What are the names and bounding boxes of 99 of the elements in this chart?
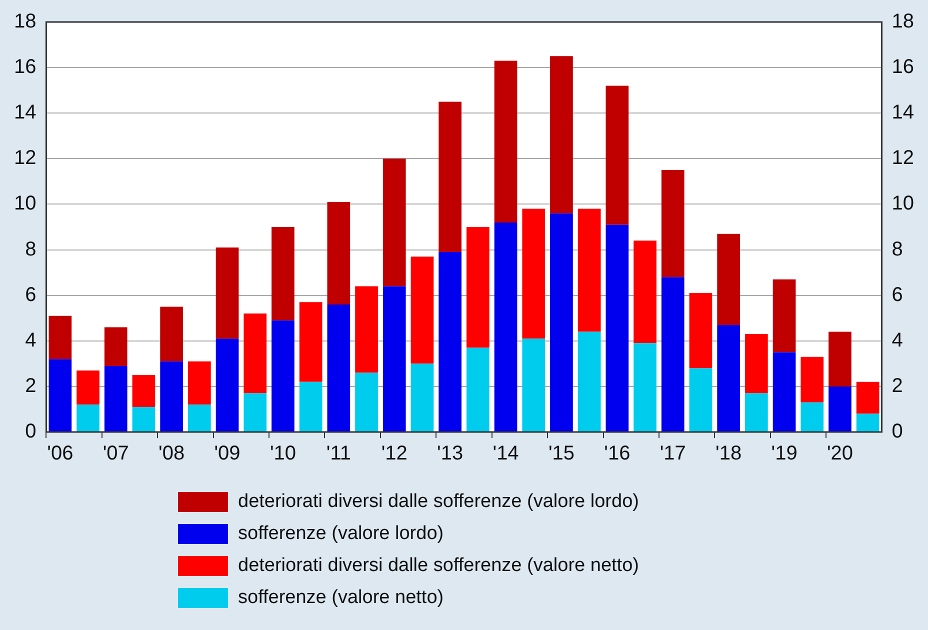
y-tick-label: 16 (14, 56, 36, 78)
y-tick-label: 0 (25, 420, 36, 443)
bar (800, 402, 824, 432)
y2-tick-label: 10 (892, 192, 914, 215)
bar (327, 304, 350, 432)
x-tick-label: '18 (716, 442, 742, 465)
bar (104, 366, 128, 432)
bar (216, 338, 239, 432)
x-tick-label: '07 (102, 442, 129, 465)
x-tick-label: '08 (158, 442, 185, 465)
bar (438, 102, 462, 252)
bar (661, 277, 684, 432)
bar (104, 327, 128, 366)
bar (689, 368, 712, 432)
legend-label: sofferenze (valore netto) (238, 587, 444, 609)
bar (355, 372, 378, 432)
bar (355, 286, 378, 373)
y-tick-label: 10 (14, 192, 36, 215)
x-tick-label: '15 (548, 442, 575, 465)
bar (745, 334, 768, 394)
bar (382, 286, 406, 432)
bar (578, 332, 601, 432)
bar (76, 370, 100, 405)
y2-tick-label: 6 (892, 284, 903, 306)
bar (772, 279, 796, 352)
bar (772, 352, 796, 432)
bar (689, 293, 712, 368)
bar (634, 240, 656, 344)
x-tick-label: '06 (47, 442, 74, 465)
bar (299, 382, 322, 432)
x-tick-label: '09 (214, 442, 240, 465)
y-tick-label: 2 (25, 374, 36, 397)
bar (828, 332, 852, 386)
bar (272, 320, 294, 432)
bar (828, 386, 852, 432)
y2-tick-label: 12 (892, 147, 914, 170)
bar (382, 158, 406, 286)
y-tick-label: 14 (14, 102, 36, 124)
bar (606, 224, 629, 432)
bar (188, 404, 211, 432)
bar (244, 314, 267, 394)
bar (522, 338, 546, 432)
bar (494, 222, 518, 432)
x-tick-label: '16 (604, 442, 630, 465)
bar (550, 56, 573, 214)
x-tick-label: '13 (437, 442, 464, 465)
y-tick-label: 8 (25, 238, 36, 260)
x-tick-label: '14 (492, 442, 519, 465)
bar (606, 86, 629, 225)
bar (272, 227, 294, 320)
bar (717, 234, 740, 325)
bar (160, 306, 183, 362)
bar (494, 60, 518, 222)
bar (327, 202, 350, 304)
x-tick-label: '19 (771, 442, 798, 465)
bar (48, 316, 72, 360)
bar (188, 361, 211, 405)
x-tick-label: '20 (826, 442, 854, 465)
y-tick-label: 18 (14, 10, 36, 33)
y-tick-label: 4 (25, 329, 36, 352)
y2-tick-label: 18 (892, 10, 914, 33)
x-tick-label: '12 (381, 442, 408, 465)
bar (578, 208, 601, 332)
bar (661, 170, 684, 278)
legend-label: deteriorati diversi dalle sofferenze (valore lordo) (238, 491, 639, 513)
y2-tick-label: 4 (892, 329, 903, 352)
bar (410, 364, 434, 432)
bar (717, 324, 740, 432)
y-tick-label: 6 (25, 284, 36, 306)
bar (466, 227, 490, 348)
y2-tick-label: 14 (892, 102, 914, 124)
bar (244, 393, 267, 432)
y2-tick-label: 2 (892, 374, 903, 397)
bar (48, 359, 72, 432)
y2-tick-label: 0 (892, 420, 903, 443)
bar (216, 248, 239, 339)
y2-tick-label: 8 (892, 238, 903, 260)
bar (299, 302, 322, 382)
legend-label: sofferenze (valore lordo) (238, 523, 444, 545)
bar (160, 361, 183, 432)
x-tick-label: '17 (660, 442, 686, 465)
x-tick-label: '11 (326, 442, 351, 465)
legend-label: deteriorati diversi dalle sofferenze (valore netto) (238, 555, 639, 577)
bar (522, 208, 546, 339)
bar (132, 406, 156, 432)
x-tick-label: '10 (270, 442, 296, 465)
bar (466, 348, 490, 432)
bar (745, 393, 768, 432)
bar (410, 256, 434, 364)
y2-tick-label: 16 (892, 56, 914, 78)
bar (856, 414, 880, 432)
bar (438, 252, 462, 432)
bar (634, 343, 656, 432)
bar (132, 375, 156, 407)
bar (76, 404, 100, 432)
y-tick-label: 12 (14, 147, 36, 170)
bar (800, 356, 824, 402)
bar (856, 382, 880, 414)
bar (550, 213, 573, 432)
